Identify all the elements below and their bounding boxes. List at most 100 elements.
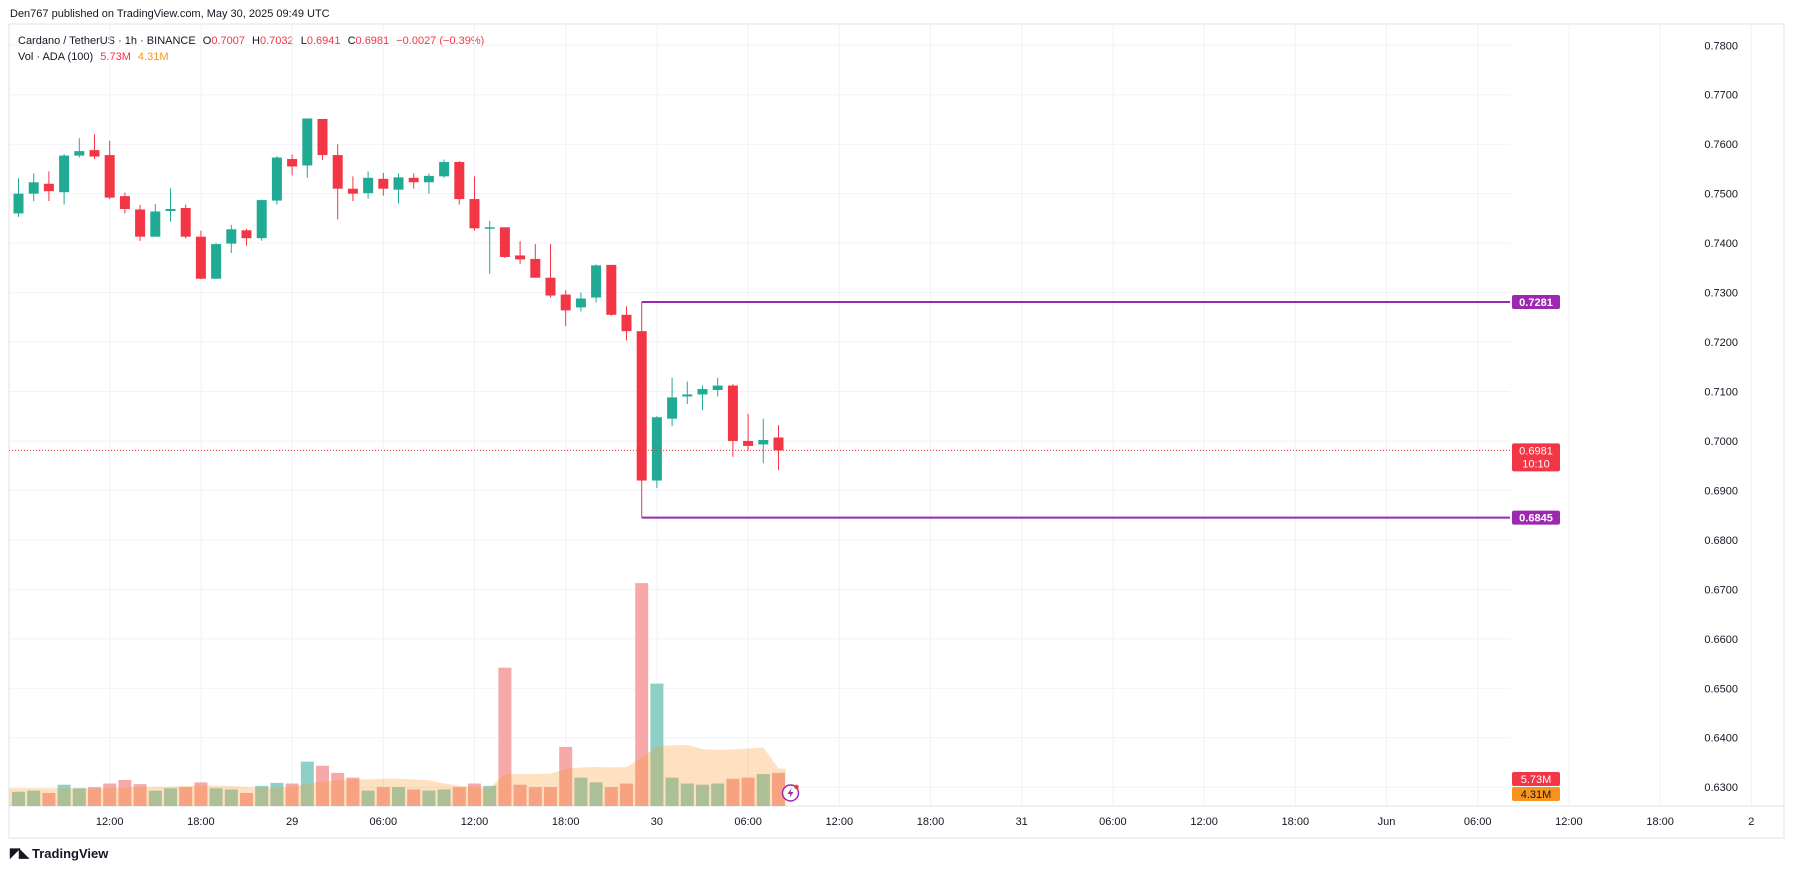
candle-body bbox=[226, 229, 237, 244]
volume-ma-tag bbox=[1512, 787, 1560, 801]
candle-body bbox=[743, 440, 754, 446]
volume-bar bbox=[513, 784, 527, 806]
x-tick-label: 31 bbox=[1016, 816, 1028, 828]
volume-ma-area bbox=[9, 745, 786, 806]
x-tick-label: 06:00 bbox=[1099, 816, 1127, 828]
candle-body bbox=[621, 314, 632, 332]
low-label: L bbox=[300, 35, 307, 47]
y-tick-label: 0.7400 bbox=[1704, 238, 1738, 250]
candle-body bbox=[180, 208, 191, 237]
x-tick-label: 12:00 bbox=[1190, 816, 1218, 828]
x-tick-label: Jun bbox=[1378, 816, 1396, 828]
volume-bar bbox=[240, 792, 253, 806]
candle-body bbox=[104, 155, 115, 198]
volume-ma-value: 4.31M bbox=[137, 51, 169, 63]
close-label: C bbox=[347, 35, 356, 47]
high-value: 0.7032 bbox=[260, 35, 294, 47]
volume-bar bbox=[209, 788, 223, 806]
price-level-label: 0.7281 bbox=[1519, 297, 1553, 309]
open-value: 0.7007 bbox=[211, 35, 245, 47]
low-value: 0.6941 bbox=[306, 35, 341, 47]
x-tick-label: 12:00 bbox=[96, 816, 124, 828]
volume-bar bbox=[437, 789, 451, 806]
volume-bar bbox=[346, 777, 360, 806]
volume-bar bbox=[620, 783, 633, 806]
volume-value-tag bbox=[1512, 772, 1560, 786]
candle-body bbox=[13, 193, 24, 214]
y-tick-label: 0.7600 bbox=[1704, 139, 1738, 151]
price-level-label: 0.6845 bbox=[1519, 513, 1553, 525]
volume-bar bbox=[452, 787, 466, 806]
notification-dot bbox=[794, 784, 799, 790]
volume-bar bbox=[42, 792, 56, 806]
volume-legend: Vol · ADA (100) 5.73M 4.31M bbox=[18, 51, 169, 63]
candle-body bbox=[530, 258, 541, 278]
candle-body bbox=[560, 294, 571, 311]
y-tick-label: 0.7000 bbox=[1704, 436, 1738, 448]
candle-body bbox=[545, 277, 556, 296]
y-tick-label: 0.6600 bbox=[1704, 634, 1738, 646]
volume-bar bbox=[468, 783, 481, 806]
volume-ma-axis-label: 4.31M bbox=[1521, 789, 1552, 801]
volume-bar bbox=[316, 765, 329, 806]
volume-bar bbox=[604, 787, 618, 806]
volume-bar bbox=[650, 683, 664, 806]
symbol-legend: Cardano / TetherUS · 1h · BINANCE O0.700… bbox=[18, 35, 484, 47]
volume-indicator-label[interactable]: Vol · ADA (100) bbox=[18, 51, 94, 63]
volume-value-axis-label: 5.73M bbox=[1521, 774, 1552, 786]
candle-body bbox=[682, 394, 693, 397]
volume-bar bbox=[376, 787, 390, 806]
y-tick-label: 0.7100 bbox=[1704, 387, 1738, 399]
candle-body bbox=[636, 331, 647, 481]
volume-bar bbox=[392, 787, 405, 806]
y-tick-label: 0.6500 bbox=[1704, 683, 1738, 695]
candle-body bbox=[697, 389, 708, 395]
candle-body bbox=[393, 177, 404, 190]
tradingview-logo-icon: ◤◣ bbox=[10, 845, 29, 860]
x-tick-label: 12:00 bbox=[1555, 816, 1583, 828]
y-tick-label: 0.7200 bbox=[1704, 337, 1738, 349]
volume-bar bbox=[12, 791, 25, 806]
candle-body bbox=[89, 150, 100, 157]
volume-bar bbox=[27, 790, 41, 806]
candle-body bbox=[59, 155, 70, 193]
volume-bar bbox=[726, 778, 740, 806]
candle-body bbox=[287, 159, 298, 167]
symbol-name[interactable]: Cardano / TetherUS · 1h · BINANCE bbox=[18, 35, 196, 47]
volume-bar bbox=[270, 782, 284, 806]
volume-bar bbox=[133, 784, 147, 806]
last-price-label: 0.6981 bbox=[1519, 445, 1553, 457]
y-tick-label: 0.7800 bbox=[1704, 40, 1738, 52]
volume-bar bbox=[711, 783, 725, 806]
candle-body bbox=[195, 236, 206, 279]
volume-bar bbox=[635, 583, 649, 806]
candle-body bbox=[651, 417, 662, 481]
volume-bar bbox=[407, 789, 421, 806]
footer-brand: ◤◣ TradingView bbox=[10, 845, 108, 861]
volume-bar bbox=[103, 783, 117, 806]
candle-body bbox=[484, 227, 495, 229]
publisher-header: Den767 published on TradingView.com, May… bbox=[10, 8, 330, 20]
candle-body bbox=[758, 439, 769, 445]
candle-body bbox=[271, 157, 282, 201]
high-label: H bbox=[252, 35, 260, 47]
candle-body bbox=[575, 298, 586, 308]
volume-bar bbox=[665, 777, 679, 806]
candle-body bbox=[667, 397, 678, 419]
candle-body bbox=[454, 162, 465, 200]
candle-body bbox=[773, 437, 784, 451]
volume-bar bbox=[574, 777, 588, 806]
x-tick-label: 18:00 bbox=[1646, 816, 1674, 828]
candle-body bbox=[28, 182, 39, 194]
x-tick-label: 18:00 bbox=[187, 816, 215, 828]
candle-body bbox=[165, 208, 176, 211]
volume-bar bbox=[179, 787, 193, 806]
x-tick-label: 12:00 bbox=[461, 816, 489, 828]
volume-bar bbox=[528, 787, 542, 806]
candle-body bbox=[211, 244, 222, 279]
x-tick-label: 18:00 bbox=[917, 816, 945, 828]
y-tick-label: 0.6900 bbox=[1704, 485, 1738, 497]
price-level-tag bbox=[1512, 294, 1560, 309]
volume-bar bbox=[696, 784, 709, 806]
